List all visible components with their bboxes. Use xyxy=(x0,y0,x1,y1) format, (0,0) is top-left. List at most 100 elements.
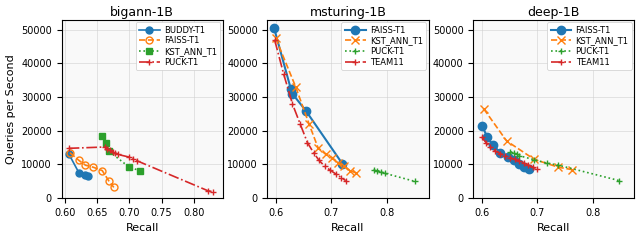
TEAM11 xyxy=(321,165,328,168)
Line: PUCK-T1: PUCK-T1 xyxy=(370,166,418,185)
KST_ANN_T1 xyxy=(334,161,342,164)
X-axis label: Recall: Recall xyxy=(125,223,159,234)
Line: PUCK-T1: PUCK-T1 xyxy=(65,143,216,195)
FAISS-T1 xyxy=(82,164,90,167)
PUCK-T1 xyxy=(111,152,119,155)
Legend: FAISS-T1, KST_ANN_T1, PUCK-T1, TEAM11: FAISS-T1, KST_ANN_T1, PUCK-T1, TEAM11 xyxy=(342,22,426,70)
Title: bigann-1B: bigann-1B xyxy=(110,5,174,19)
TEAM11 xyxy=(303,141,311,144)
Title: deep-1B: deep-1B xyxy=(527,5,580,19)
KST_ANN_T1 xyxy=(531,158,538,161)
TEAM11 xyxy=(326,169,334,172)
BUDDY-T1 xyxy=(75,171,83,174)
PUCK-T1 xyxy=(106,149,114,152)
FAISS-T1 xyxy=(339,162,346,165)
Line: BUDDY-T1: BUDDY-T1 xyxy=(65,150,92,180)
PUCK-T1 xyxy=(209,190,217,193)
Line: KST_ANN_T1: KST_ANN_T1 xyxy=(99,132,143,174)
PUCK-T1 xyxy=(531,158,538,161)
Line: KST_ANN_T1: KST_ANN_T1 xyxy=(479,105,576,174)
TEAM11 xyxy=(502,154,509,157)
KST_ANN_T1 xyxy=(480,108,488,110)
PUCK-T1 xyxy=(109,151,116,153)
FAISS-T1 xyxy=(516,162,524,165)
TEAM11 xyxy=(533,168,541,170)
BUDDY-T1 xyxy=(65,152,72,155)
TEAM11 xyxy=(507,156,515,159)
Line: PUCK-T1: PUCK-T1 xyxy=(507,148,623,184)
PUCK-T1 xyxy=(114,153,122,156)
TEAM11 xyxy=(332,173,340,175)
Line: FAISS-T1: FAISS-T1 xyxy=(67,149,117,191)
KST_ANN_T1 xyxy=(340,165,348,168)
FAISS-T1 xyxy=(520,165,528,168)
PUCK-T1 xyxy=(543,162,551,165)
PUCK-T1 xyxy=(381,172,388,175)
TEAM11 xyxy=(310,151,317,154)
Line: TEAM11: TEAM11 xyxy=(478,133,541,172)
X-axis label: Recall: Recall xyxy=(332,223,365,234)
KST_ANN_T1 xyxy=(105,150,113,152)
FAISS-T1 xyxy=(302,109,310,112)
PUCK-T1 xyxy=(513,153,520,156)
FAISS-T1 xyxy=(525,168,533,171)
KST_ANN_T1 xyxy=(322,153,330,156)
TEAM11 xyxy=(296,123,304,125)
PUCK-T1 xyxy=(411,180,419,183)
PUCK-T1 xyxy=(65,147,72,150)
TEAM11 xyxy=(316,159,323,162)
TEAM11 xyxy=(529,166,536,169)
FAISS-T1 xyxy=(289,92,296,95)
Line: FAISS-T1: FAISS-T1 xyxy=(270,24,347,168)
KST_ANN_T1 xyxy=(136,169,143,172)
FAISS-T1 xyxy=(287,87,294,90)
PUCK-T1 xyxy=(374,169,381,172)
PUCK-T1 xyxy=(516,154,524,157)
TEAM11 xyxy=(524,164,532,167)
KST_ANN_T1 xyxy=(503,140,511,142)
TEAM11 xyxy=(337,176,345,179)
TEAM11 xyxy=(497,152,504,155)
KST_ANN_T1 xyxy=(346,169,354,172)
FAISS-T1 xyxy=(483,136,491,138)
KST_ANN_T1 xyxy=(292,86,300,88)
FAISS-T1 xyxy=(510,159,518,162)
PUCK-T1 xyxy=(510,152,518,154)
KST_ANN_T1 xyxy=(125,166,133,169)
TEAM11 xyxy=(486,146,494,148)
FAISS-T1 xyxy=(489,144,497,147)
PUCK-T1 xyxy=(370,168,378,171)
FAISS-T1 xyxy=(105,179,113,182)
KST_ANN_T1 xyxy=(102,141,110,144)
PUCK-T1 xyxy=(129,158,137,161)
Line: KST_ANN_T1: KST_ANN_T1 xyxy=(271,34,360,177)
TEAM11 xyxy=(289,103,296,105)
TEAM11 xyxy=(477,136,485,138)
BUDDY-T1 xyxy=(82,174,90,177)
FAISS-T1 xyxy=(99,169,106,172)
PUCK-T1 xyxy=(554,164,562,167)
KST_ANN_T1 xyxy=(568,168,575,171)
TEAM11 xyxy=(342,179,349,182)
TEAM11 xyxy=(271,38,278,41)
TEAM11 xyxy=(280,72,287,75)
X-axis label: Recall: Recall xyxy=(537,223,570,234)
KST_ANN_T1 xyxy=(99,135,106,137)
FAISS-T1 xyxy=(497,151,504,154)
Title: msturing-1B: msturing-1B xyxy=(310,5,387,19)
Line: TEAM11: TEAM11 xyxy=(271,37,349,184)
FAISS-T1 xyxy=(478,124,486,127)
KST_ANN_T1 xyxy=(305,123,313,125)
Line: FAISS-T1: FAISS-T1 xyxy=(478,122,534,173)
BUDDY-T1 xyxy=(84,175,92,178)
TEAM11 xyxy=(516,160,524,163)
KST_ANN_T1 xyxy=(328,156,336,159)
Legend: FAISS-T1, KST_ANN_T1, PUCK-T1, TEAM11: FAISS-T1, KST_ANN_T1, PUCK-T1, TEAM11 xyxy=(547,22,632,70)
KST_ANN_T1 xyxy=(554,166,562,169)
FAISS-T1 xyxy=(110,186,118,189)
KST_ANN_T1 xyxy=(272,37,280,40)
PUCK-T1 xyxy=(616,179,623,182)
PUCK-T1 xyxy=(378,170,385,173)
TEAM11 xyxy=(482,141,490,144)
PUCK-T1 xyxy=(101,146,109,148)
